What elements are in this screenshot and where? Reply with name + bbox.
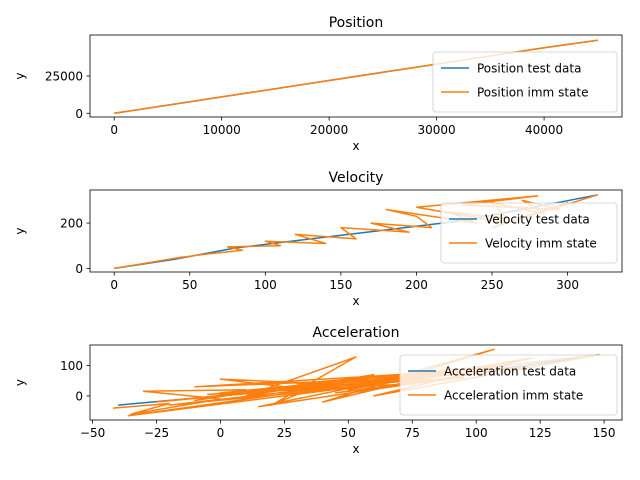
legend: Acceleration test data Acceleration imm s… bbox=[399, 354, 618, 416]
series-line-imm-state bbox=[112, 348, 600, 417]
x-tick-label: 50 bbox=[182, 278, 197, 292]
y-tick-label: 25000 bbox=[45, 70, 83, 84]
y-axis-label: y bbox=[13, 227, 27, 234]
y-tick-label: 0 bbox=[75, 107, 83, 121]
legend-label: Velocity test data bbox=[485, 213, 590, 227]
x-tick-label: 75 bbox=[405, 426, 420, 440]
subplot-velocity: 0 50 100 150 200 250 300 0 200 Velocity x y Velocity… bbox=[13, 170, 623, 308]
legend: Position test data Position imm state bbox=[432, 51, 618, 113]
subplot-title: Velocity bbox=[329, 170, 384, 186]
axes-frame bbox=[89, 344, 623, 421]
subplot-position: 0 10000 20000 30000 40000 0 25000 Position x y Pos… bbox=[13, 15, 623, 153]
legend-label: Position test data bbox=[477, 62, 581, 76]
axes-frame bbox=[89, 189, 623, 273]
subplot-title: Acceleration bbox=[313, 325, 400, 341]
x-tick-label: 25 bbox=[277, 426, 292, 440]
x-tick-label: 100 bbox=[465, 426, 488, 440]
x-tick-label: 150 bbox=[593, 426, 616, 440]
y-tick-label: 0 bbox=[75, 262, 83, 276]
legend: Velocity test data Velocity imm state bbox=[440, 202, 618, 264]
x-tick-label: 250 bbox=[481, 278, 504, 292]
y-tick-label: 100 bbox=[60, 359, 83, 373]
y-tick-label: 0 bbox=[75, 389, 83, 403]
series-line-imm-state bbox=[114, 194, 599, 270]
subplot-title: Position bbox=[329, 15, 384, 31]
legend-box bbox=[432, 51, 618, 113]
x-tick-label: 0 bbox=[110, 278, 118, 292]
x-axis-label: x bbox=[352, 139, 359, 153]
x-tick-label: 125 bbox=[529, 426, 552, 440]
x-axis-label: x bbox=[352, 442, 359, 456]
x-tick-label: 0 bbox=[217, 426, 225, 440]
y-axis-label: y bbox=[13, 379, 27, 386]
x-tick-label: 50 bbox=[341, 426, 356, 440]
x-tick-label: −25 bbox=[144, 426, 169, 440]
legend-box bbox=[399, 354, 618, 416]
x-tick-label: 150 bbox=[329, 278, 352, 292]
subplot-acceleration: −50 −25 0 25 50 75 100 125 150 0 100 Acceleration x y… bbox=[13, 325, 623, 456]
x-tick-label: 300 bbox=[556, 278, 579, 292]
legend-box bbox=[440, 202, 618, 264]
x-tick-label: 0 bbox=[110, 123, 118, 137]
legend-label: Acceleration imm state bbox=[444, 389, 583, 403]
x-tick-label: 200 bbox=[405, 278, 428, 292]
x-tick-label: 10000 bbox=[203, 123, 241, 137]
x-axis-label: x bbox=[352, 294, 359, 308]
x-tick-label: 30000 bbox=[418, 123, 456, 137]
x-tick-label: 20000 bbox=[310, 123, 348, 137]
legend-label: Velocity imm state bbox=[485, 237, 597, 251]
legend-label: Position imm state bbox=[477, 86, 588, 100]
legend-label: Acceleration test data bbox=[444, 365, 576, 379]
x-tick-label: 40000 bbox=[525, 123, 563, 137]
x-tick-label: −50 bbox=[80, 426, 105, 440]
x-tick-label: 100 bbox=[254, 278, 277, 292]
y-axis-label: y bbox=[13, 72, 27, 79]
y-tick-label: 200 bbox=[60, 217, 83, 231]
